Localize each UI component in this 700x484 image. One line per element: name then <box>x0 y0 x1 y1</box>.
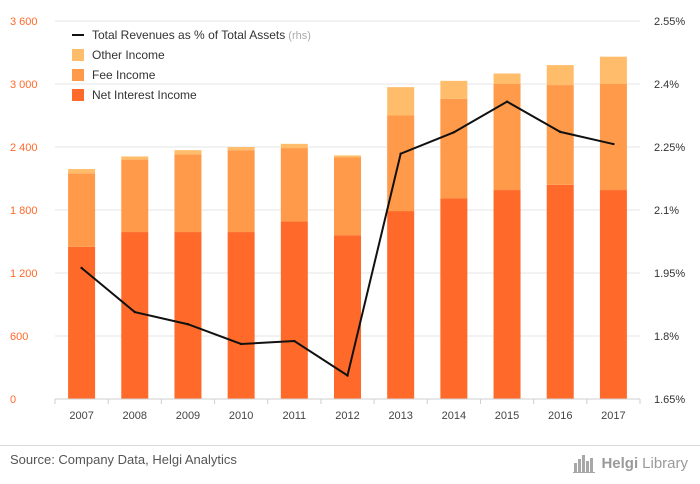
line-point <box>346 374 349 377</box>
y-right-tick-label: 2.55% <box>654 16 685 28</box>
legend-square-marker <box>72 89 84 101</box>
bar-net-interest-income <box>493 190 521 399</box>
bar-other-income <box>174 150 202 155</box>
line-point <box>239 342 243 346</box>
bar-fee-income <box>227 150 255 233</box>
x-tick-label: 2013 <box>388 410 412 422</box>
x-tick-label: 2009 <box>176 410 200 422</box>
y-left-tick-label: 1 200 <box>10 268 38 280</box>
helgi-library-logo: Helgi Library <box>573 450 688 476</box>
bar-net-interest-income <box>546 184 574 399</box>
bar-fee-income <box>174 154 202 233</box>
legend-label: Net Interest Income <box>92 88 197 102</box>
bar-other-income <box>599 56 627 84</box>
line-point <box>399 152 402 155</box>
source-note: Source: Company Data, Helgi Analytics <box>10 452 237 467</box>
city-skyline-icon <box>573 455 596 473</box>
bar-fee-income <box>599 84 627 191</box>
y-right-tick-label: 2.25% <box>654 142 685 154</box>
bar-net-interest-income <box>387 211 415 399</box>
line-point <box>559 130 562 134</box>
y-right-tick-label: 1.8% <box>654 331 679 343</box>
legend-label: Fee Income <box>92 68 156 82</box>
y-right-tick-label: 1.95% <box>654 268 685 280</box>
legend-suffix: (rhs) <box>285 30 311 42</box>
x-tick-label: 2015 <box>495 410 519 422</box>
footer: Source: Company Data, Helgi Analytics He… <box>0 445 700 484</box>
bar-fee-income <box>493 84 521 191</box>
line-point <box>505 100 509 103</box>
y-left-tick-label: 2 400 <box>10 142 38 154</box>
logo-text-library: Library <box>642 454 688 472</box>
bar-net-interest-income <box>599 190 627 399</box>
y-left-tick-label: 1 800 <box>10 205 38 217</box>
line-point <box>133 310 136 314</box>
bar-fee-income <box>440 98 468 199</box>
bar-other-income <box>546 65 574 86</box>
legend-label: Other Income <box>92 48 165 62</box>
x-tick-label: 2012 <box>335 410 359 422</box>
bar-net-interest-income <box>227 232 255 399</box>
line-point <box>293 339 296 343</box>
chart: 0 600 1 200 1 800 2 400 3 000 3 600 1.65% 1.8% 1.… <box>10 16 685 422</box>
bar-net-interest-income <box>68 246 96 399</box>
x-tick-label: 2016 <box>548 410 572 422</box>
x-tick-label: 2011 <box>282 410 306 422</box>
x-tick-label: 2007 <box>69 410 93 422</box>
y-left-tick-label: 0 <box>10 394 16 406</box>
bar-net-interest-income <box>174 232 202 399</box>
x-tick-label: 2014 <box>442 410 466 422</box>
line-point <box>186 323 190 326</box>
bar-other-income <box>280 143 308 149</box>
legend-square-marker <box>72 69 84 81</box>
bar-fee-income <box>334 157 361 236</box>
x-tick-label: 2017 <box>601 410 625 422</box>
legend-square-marker <box>72 49 84 61</box>
bar-other-income <box>121 156 149 160</box>
bar-fee-income <box>68 173 96 247</box>
x-tick-label: 2010 <box>229 410 253 422</box>
bar-fee-income <box>280 148 308 222</box>
bar-other-income <box>227 147 255 151</box>
logo-text-helgi: Helgi <box>601 454 639 472</box>
bar-other-income <box>68 169 96 174</box>
y-right-tick-label: 2.1% <box>654 205 679 217</box>
bar-fee-income <box>121 159 149 233</box>
bar-net-interest-income <box>440 198 468 399</box>
bar-other-income <box>493 73 521 84</box>
y-right-tick-label: 2.4% <box>654 79 679 91</box>
line-point <box>612 142 615 146</box>
y-left-tick-label: 3 600 <box>10 16 38 28</box>
line-point <box>452 131 456 134</box>
line-point <box>80 266 83 270</box>
bar-net-interest-income <box>121 232 149 399</box>
bar-other-income <box>387 87 415 116</box>
bar-other-income <box>440 80 468 99</box>
legend-label: Total Revenues as % of Total Assets (rhs… <box>92 28 311 42</box>
bar-net-interest-income <box>280 221 308 399</box>
bar-other-income <box>334 155 361 158</box>
y-right-tick-label: 1.65% <box>654 394 685 406</box>
y-left-tick-label: 3 000 <box>10 79 38 91</box>
y-left-tick-label: 600 <box>10 331 28 343</box>
x-tick-label: 2008 <box>123 410 147 422</box>
